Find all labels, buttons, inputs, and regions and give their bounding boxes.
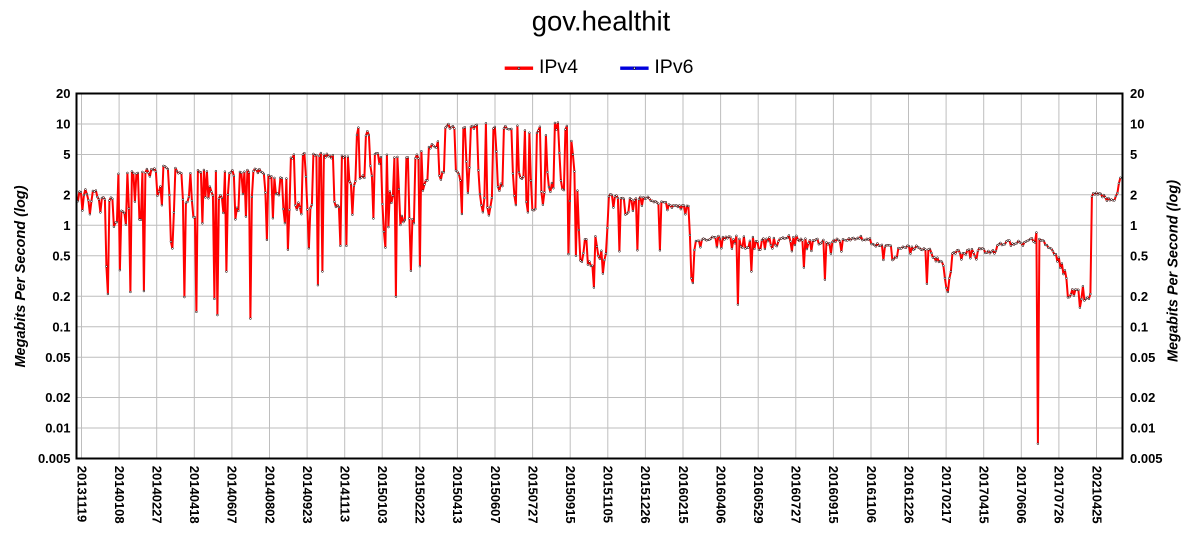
svg-text:0.2: 0.2 xyxy=(52,289,70,304)
svg-text:20140227: 20140227 xyxy=(150,466,165,524)
svg-text:20150607: 20150607 xyxy=(488,466,503,524)
svg-text:Megabits Per Second (log): Megabits Per Second (log) xyxy=(13,185,29,367)
svg-text:20150103: 20150103 xyxy=(375,466,390,524)
svg-text:1: 1 xyxy=(63,218,70,233)
svg-text:20: 20 xyxy=(1130,86,1144,101)
svg-text:1: 1 xyxy=(1130,218,1137,233)
svg-text:20150413: 20150413 xyxy=(450,466,465,524)
svg-text:0.005: 0.005 xyxy=(38,451,71,466)
svg-text:0.005: 0.005 xyxy=(1130,451,1163,466)
svg-text:20150915: 20150915 xyxy=(563,466,578,524)
svg-text:20140108: 20140108 xyxy=(112,466,127,524)
svg-text:20160529: 20160529 xyxy=(751,466,766,524)
svg-text:20151105: 20151105 xyxy=(601,466,616,523)
svg-text:20140923: 20140923 xyxy=(300,466,315,524)
svg-text:20161106: 20161106 xyxy=(864,466,879,523)
svg-text:20151226: 20151226 xyxy=(638,466,653,524)
svg-text:5: 5 xyxy=(1130,147,1137,162)
svg-text:20170217: 20170217 xyxy=(939,466,954,524)
svg-text:0.1: 0.1 xyxy=(52,319,70,334)
svg-text:20150727: 20150727 xyxy=(525,466,540,524)
svg-text:20140418: 20140418 xyxy=(187,466,202,524)
svg-text:0.5: 0.5 xyxy=(52,249,70,264)
svg-text:0.01: 0.01 xyxy=(45,421,70,436)
svg-text:20161226: 20161226 xyxy=(901,466,916,524)
svg-text:IPv6: IPv6 xyxy=(654,56,693,78)
svg-text:20: 20 xyxy=(56,86,70,101)
svg-text:2: 2 xyxy=(1130,188,1137,203)
svg-text:0.05: 0.05 xyxy=(45,350,70,365)
svg-text:IPv4: IPv4 xyxy=(539,56,578,78)
svg-text:20140802: 20140802 xyxy=(262,466,277,524)
svg-text:2: 2 xyxy=(63,188,70,203)
svg-text:20160727: 20160727 xyxy=(789,466,804,524)
svg-text:0.05: 0.05 xyxy=(1130,350,1155,365)
svg-text:Megabits Per Second (log): Megabits Per Second (log) xyxy=(1166,180,1182,362)
svg-text:0.01: 0.01 xyxy=(1130,421,1155,436)
svg-text:0.5: 0.5 xyxy=(1130,249,1148,264)
svg-text:5: 5 xyxy=(63,147,70,162)
svg-text:20160915: 20160915 xyxy=(826,466,841,524)
svg-text:20140607: 20140607 xyxy=(225,466,240,524)
svg-text:0.1: 0.1 xyxy=(1130,319,1148,334)
svg-text:20160406: 20160406 xyxy=(713,466,728,524)
svg-text:0.02: 0.02 xyxy=(1130,390,1155,405)
svg-text:gov.healthit: gov.healthit xyxy=(532,6,671,37)
svg-text:20131119: 20131119 xyxy=(74,466,89,522)
svg-text:20170606: 20170606 xyxy=(1014,466,1029,524)
svg-text:20170726: 20170726 xyxy=(1052,466,1067,524)
svg-text:0.02: 0.02 xyxy=(45,390,70,405)
svg-text:0.2: 0.2 xyxy=(1130,289,1148,304)
svg-text:20150222: 20150222 xyxy=(413,466,428,524)
svg-text:20160215: 20160215 xyxy=(676,466,691,524)
svg-text:20210425: 20210425 xyxy=(1089,466,1104,524)
svg-text:20170415: 20170415 xyxy=(977,466,992,524)
svg-text:10: 10 xyxy=(56,117,70,132)
svg-text:10: 10 xyxy=(1130,117,1144,132)
svg-text:20141113: 20141113 xyxy=(338,466,353,522)
